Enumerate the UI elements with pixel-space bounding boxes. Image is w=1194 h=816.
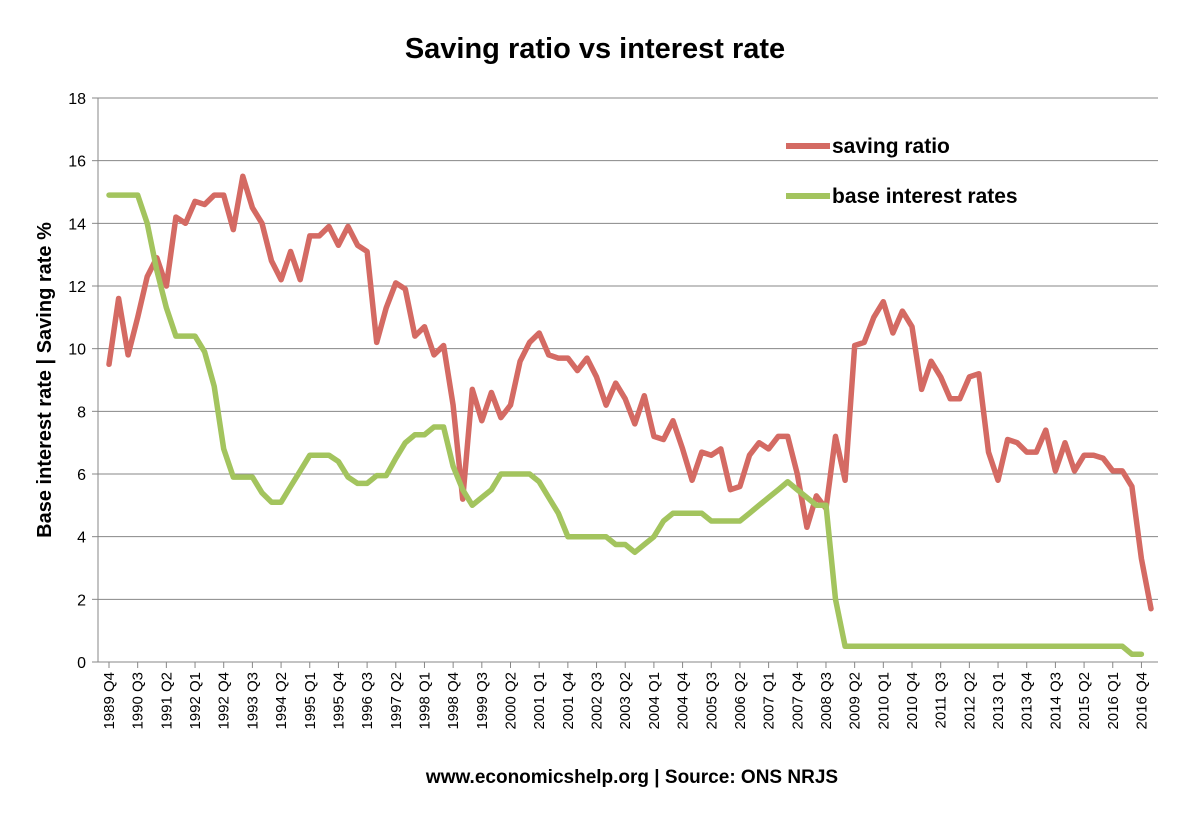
x-axis-label: www.economicshelp.org | Source: ONS NRJS [425, 767, 838, 788]
x-tick-label: 1993 Q3 [244, 672, 261, 730]
x-axis-ticks: 1989 Q4 1990 Q3 1991 Q2 1992 Q1 1992 Q4 1993 … [101, 662, 1150, 730]
x-tick-label: 1989 Q4 [101, 672, 118, 730]
x-tick-label: 1994 Q2 [273, 672, 290, 730]
x-tick-label: 2003 Q2 [617, 672, 634, 730]
x-tick-label: 2004 Q4 [675, 672, 692, 730]
y-tick-label: 12 [68, 279, 86, 296]
x-tick-label: 2001 Q4 [560, 672, 577, 730]
x-tick-label: 2015 Q2 [1076, 672, 1093, 730]
gridlines [97, 97, 1158, 663]
x-tick-label: 1992 Q4 [216, 672, 233, 730]
x-tick-label: 1990 Q3 [130, 672, 147, 730]
x-tick-label: 1998 Q4 [445, 672, 462, 730]
legend-label: base interest rates [832, 185, 1018, 208]
x-tick-label: 1997 Q2 [388, 672, 405, 730]
series-line-base-interest-rates [106, 192, 1145, 657]
x-tick-label: 1999 Q3 [474, 672, 491, 730]
x-tick-label: 1998 Q1 [416, 672, 433, 730]
x-tick-label: 2008 Q3 [818, 672, 835, 730]
y-tick-label: 8 [77, 404, 86, 421]
y-tick-label: 18 [68, 91, 86, 108]
chart-title: Saving ratio vs interest rate [405, 33, 785, 65]
x-tick-label: 2002 Q3 [589, 672, 606, 730]
x-tick-label: 1991 Q2 [158, 672, 175, 730]
y-tick-label: 0 [77, 655, 86, 672]
x-tick-label: 2007 Q4 [789, 672, 806, 730]
x-tick-label: 2011 Q3 [933, 672, 950, 728]
y-tick-label: 4 [77, 530, 86, 547]
x-tick-label: 2010 Q4 [904, 672, 921, 730]
x-tick-label: 1996 Q3 [359, 672, 376, 730]
x-tick-label: 2006 Q2 [732, 672, 749, 730]
legend-label: saving ratio [832, 135, 950, 158]
x-tick-label: 2013 Q4 [1019, 672, 1036, 730]
x-tick-label: 2007 Q1 [761, 672, 778, 730]
y-tick-label: 16 [68, 154, 86, 171]
y-axis-ticks: 0 2 4 6 8 10 12 14 16 18 [68, 91, 98, 672]
x-tick-label: 2001 Q1 [531, 672, 548, 730]
x-tick-label: 2000 Q2 [503, 672, 520, 730]
y-tick-label: 10 [68, 342, 86, 359]
x-tick-label: 2010 Q1 [875, 672, 892, 730]
y-tick-label: 14 [68, 216, 86, 233]
x-tick-label: 2005 Q3 [703, 672, 720, 730]
series-line-saving-ratio [106, 173, 1154, 612]
y-tick-label: 6 [77, 467, 86, 484]
x-tick-label: 2016 Q4 [1133, 672, 1150, 730]
x-tick-label: 1995 Q1 [302, 672, 319, 730]
x-tick-label: 2016 Q1 [1105, 672, 1122, 730]
x-tick-label: 2004 Q1 [646, 672, 663, 730]
series-lines [106, 173, 1154, 657]
x-tick-label: 2013 Q1 [990, 672, 1007, 730]
y-tick-label: 2 [77, 592, 86, 609]
legend: saving ratio base interest rates [786, 135, 1018, 208]
x-tick-label: 1995 Q4 [330, 672, 347, 730]
x-tick-label: 2009 Q2 [847, 672, 864, 730]
x-tick-label: 2014 Q3 [1047, 672, 1064, 730]
y-axis-label: Base interest rate | Saving rate % [34, 222, 56, 538]
x-tick-label: 1992 Q1 [187, 672, 204, 730]
x-tick-label: 2012 Q2 [961, 672, 978, 730]
